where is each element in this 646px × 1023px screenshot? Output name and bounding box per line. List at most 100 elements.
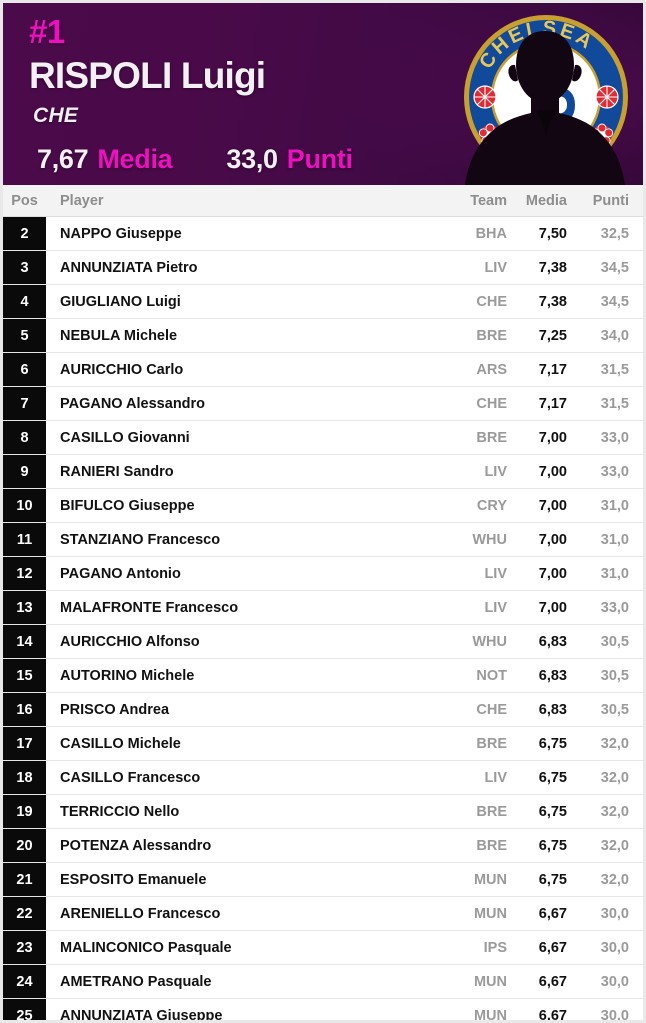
table-row[interactable]: 22 ARENIELLO Francesco MUN 6,67 30,0	[3, 897, 643, 931]
table-row[interactable]: 12 PAGANO Antonio LIV 7,00 31,0	[3, 557, 643, 591]
row-player-name: STANZIANO Francesco	[60, 531, 221, 548]
row-pos: 7	[3, 387, 46, 420]
table-row[interactable]: 10 BIFULCO Giuseppe CRY 7,00 31,0	[3, 489, 643, 523]
row-pos: 23	[3, 931, 46, 964]
row-media: 7,38	[538, 259, 567, 276]
row-team: LIV	[484, 769, 507, 786]
row-punti: 30,0	[600, 939, 629, 956]
row-punti: 30,0	[600, 1007, 629, 1023]
row-punti: 30,5	[600, 667, 629, 684]
row-team: MUN	[473, 1007, 507, 1023]
row-punti: 34,5	[600, 259, 629, 276]
stat-media: 7,67 Media	[37, 144, 173, 174]
row-player-name: PAGANO Antonio	[60, 565, 181, 582]
row-pos: 19	[3, 795, 46, 828]
table-row[interactable]: 15 AUTORINO Michele NOT 6,83 30,5	[3, 659, 643, 693]
row-team: CRY	[476, 497, 507, 514]
table-row[interactable]: 2 NAPPO Giuseppe BHA 7,50 32,5	[3, 217, 643, 251]
row-pos: 10	[3, 489, 46, 522]
stat-media-label: Media	[97, 144, 173, 174]
table-row[interactable]: 13 MALAFRONTE Francesco LIV 7,00 33,0	[3, 591, 643, 625]
table-row[interactable]: 5 NEBULA Michele BRE 7,25 34,0	[3, 319, 643, 353]
table-row[interactable]: 25 ANNUNZIATA Giuseppe MUN 6,67 30,0	[3, 999, 643, 1023]
table-row[interactable]: 11 STANZIANO Francesco WHU 7,00 31,0	[3, 523, 643, 557]
row-punti: 34,0	[600, 327, 629, 344]
row-punti: 32,5	[600, 225, 629, 242]
row-media: 6,75	[538, 803, 567, 820]
row-player-name: NAPPO Giuseppe	[60, 225, 182, 242]
table-body: 2 NAPPO Giuseppe BHA 7,50 32,5 3 ANNUNZIATA Pi…	[3, 217, 643, 1023]
row-team: MUN	[473, 973, 507, 990]
column-header-pos: Pos	[3, 192, 46, 209]
row-team: MUN	[473, 871, 507, 888]
row-punti: 33,0	[600, 599, 629, 616]
row-team: BRE	[476, 837, 507, 854]
top-player-banner: CHELSEA	[3, 3, 643, 185]
row-media: 6,83	[538, 701, 567, 718]
table-row[interactable]: 8 CASILLO Giovanni BRE 7,00 33,0	[3, 421, 643, 455]
row-pos: 11	[3, 523, 46, 556]
table-row[interactable]: 6 AURICCHIO Carlo ARS 7,17 31,5	[3, 353, 643, 387]
row-player-name: RANIERI Sandro	[60, 463, 174, 480]
row-media: 7,00	[538, 463, 567, 480]
row-pos: 2	[3, 217, 46, 250]
row-player-name: CASILLO Francesco	[60, 769, 201, 786]
row-team: NOT	[476, 667, 507, 684]
row-player-name: AMETRANO Pasquale	[60, 973, 212, 990]
row-player-name: AURICCHIO Alfonso	[60, 633, 200, 650]
row-pos: 4	[3, 285, 46, 318]
table-header-row: Pos Player Team Media Punti	[3, 185, 643, 217]
table-row[interactable]: 19 TERRICCIO Nello BRE 6,75 32,0	[3, 795, 643, 829]
row-player-name: AURICCHIO Carlo	[60, 361, 184, 378]
row-media: 6,67	[538, 1007, 567, 1023]
stat-media-value: 7,67	[37, 144, 89, 174]
table-row[interactable]: 21 ESPOSITO Emanuele MUN 6,75 32,0	[3, 863, 643, 897]
row-team: LIV	[484, 599, 507, 616]
row-media: 7,00	[538, 497, 567, 514]
table-row[interactable]: 3 ANNUNZIATA Pietro LIV 7,38 34,5	[3, 251, 643, 285]
row-team: BRE	[476, 327, 507, 344]
table-row[interactable]: 14 AURICCHIO Alfonso WHU 6,83 30,5	[3, 625, 643, 659]
table-row[interactable]: 23 MALINCONICO Pasquale IPS 6,67 30,0	[3, 931, 643, 965]
row-media: 7,50	[538, 225, 567, 242]
row-media: 6,83	[538, 633, 567, 650]
row-team: CHE	[476, 293, 507, 310]
row-punti: 32,0	[600, 769, 629, 786]
row-team: ARS	[476, 361, 507, 378]
table-row[interactable]: 17 CASILLO Michele BRE 6,75 32,0	[3, 727, 643, 761]
row-pos: 20	[3, 829, 46, 862]
row-media: 6,75	[538, 769, 567, 786]
table-row[interactable]: 7 PAGANO Alessandro CHE 7,17 31,5	[3, 387, 643, 421]
row-punti: 34,5	[600, 293, 629, 310]
row-player-name: PAGANO Alessandro	[60, 395, 206, 412]
row-pos: 8	[3, 421, 46, 454]
table-row[interactable]: 18 CASILLO Francesco LIV 6,75 32,0	[3, 761, 643, 795]
row-media: 7,00	[538, 565, 567, 582]
row-media: 7,00	[538, 531, 567, 548]
player-name: RISPOLI Luigi	[29, 55, 266, 96]
row-player-name: ESPOSITO Emanuele	[60, 871, 207, 888]
row-punti: 32,0	[600, 837, 629, 854]
column-header-punti: Punti	[592, 192, 629, 209]
row-player-name: PRISCO Andrea	[60, 701, 170, 718]
row-team: WHU	[472, 633, 507, 650]
column-header-media: Media	[525, 192, 567, 209]
row-player-name: TERRICCIO Nello	[60, 803, 180, 820]
table-row[interactable]: 9 RANIERI Sandro LIV 7,00 33,0	[3, 455, 643, 489]
row-punti: 31,0	[600, 565, 629, 582]
row-punti: 32,0	[600, 803, 629, 820]
table-row[interactable]: 16 PRISCO Andrea CHE 6,83 30,5	[3, 693, 643, 727]
row-player-name: MALINCONICO Pasquale	[60, 939, 232, 956]
row-pos: 24	[3, 965, 46, 998]
table-row[interactable]: 24 AMETRANO Pasquale MUN 6,67 30,0	[3, 965, 643, 999]
stat-punti: 33,0 Punti	[226, 146, 353, 173]
column-header-team: Team	[470, 192, 507, 209]
table-row[interactable]: 20 POTENZA Alessandro BRE 6,75 32,0	[3, 829, 643, 863]
row-media: 7,25	[538, 327, 567, 344]
player-team-code: CHE	[33, 104, 79, 127]
row-pos: 25	[3, 999, 46, 1020]
row-media: 7,17	[538, 395, 567, 412]
row-team: BHA	[475, 225, 507, 242]
table-row[interactable]: 4 GIUGLIANO Luigi CHE 7,38 34,5	[3, 285, 643, 319]
